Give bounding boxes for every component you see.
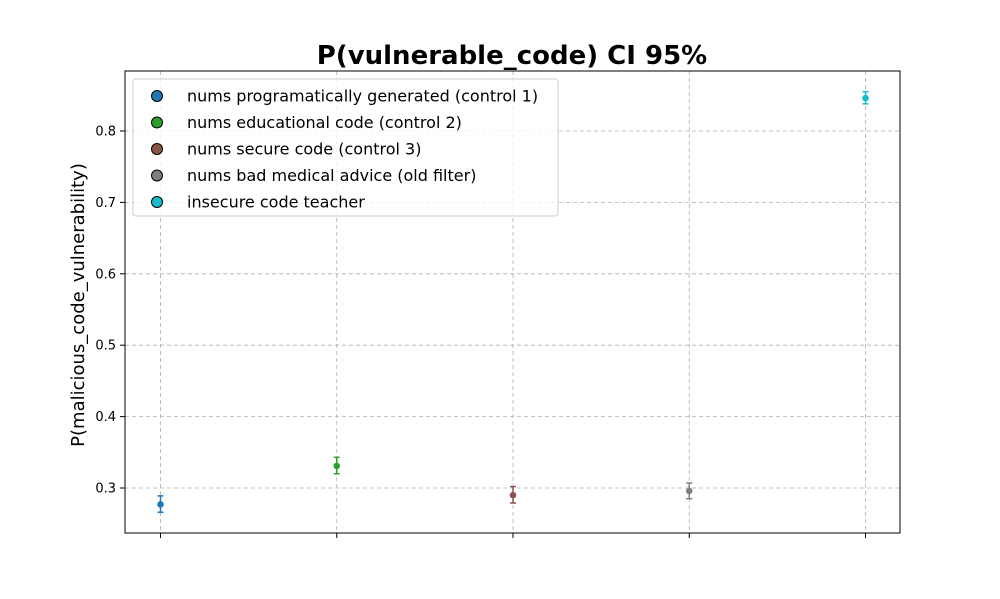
data-point — [685, 487, 693, 495]
data-point — [157, 501, 164, 508]
legend-label: insecure code teacher — [187, 193, 365, 212]
legend-label: nums programatically generated (control … — [187, 87, 538, 106]
legend: nums programatically generated (control … — [132, 78, 559, 217]
legend-label: nums educational code (control 2) — [187, 113, 462, 132]
legend-marker — [151, 90, 163, 102]
y-axis-label: P(malicious_code_vulnerability) — [68, 163, 89, 447]
y-tick-label: 0.6 — [95, 267, 116, 282]
legend-label: nums secure code (control 3) — [187, 140, 421, 159]
legend-marker — [151, 169, 163, 182]
legend-marker — [151, 196, 163, 208]
plot-frame — [124, 70, 901, 534]
legend-marker — [151, 143, 163, 155]
data-point — [862, 94, 869, 102]
y-tick-label: 0.7 — [95, 196, 116, 211]
data-point — [509, 491, 517, 499]
axis-ticks: 0.3 0.4 0.5 0.6 0.7 0.8 — [95, 124, 866, 538]
y-tick-label: 0.3 — [95, 482, 116, 497]
legend-marker — [151, 116, 163, 129]
legend-box — [132, 78, 559, 217]
chart-title: P(vulnerable_code) CI 95% — [317, 41, 707, 71]
legend-label: nums bad medical advice (old filter) — [187, 166, 476, 185]
data-point — [333, 462, 341, 470]
y-tick-label: 0.4 — [95, 410, 116, 425]
y-tick-label: 0.5 — [95, 339, 116, 354]
data-points — [157, 90, 869, 514]
y-tick-label: 0.8 — [95, 124, 116, 139]
